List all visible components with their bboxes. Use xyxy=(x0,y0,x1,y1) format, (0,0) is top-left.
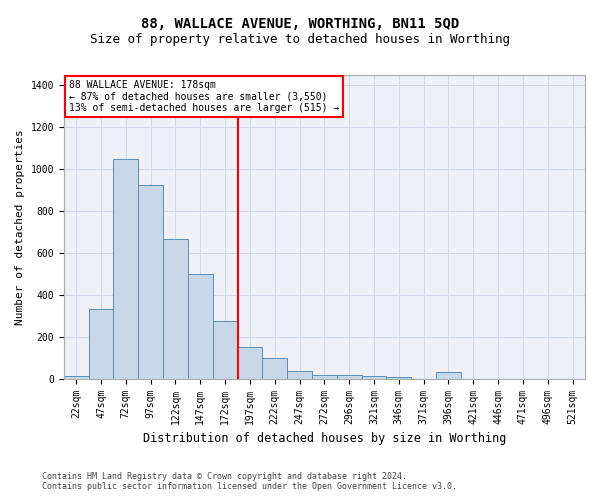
Text: Contains public sector information licensed under the Open Government Licence v3: Contains public sector information licen… xyxy=(42,482,457,491)
Bar xyxy=(238,348,262,378)
Text: 88, WALLACE AVENUE, WORTHING, BN11 5QD: 88, WALLACE AVENUE, WORTHING, BN11 5QD xyxy=(141,18,459,32)
Bar xyxy=(188,274,212,378)
Bar xyxy=(212,321,238,378)
Bar xyxy=(262,358,287,378)
Bar xyxy=(337,375,362,378)
Bar xyxy=(163,240,188,378)
X-axis label: Distribution of detached houses by size in Worthing: Distribution of detached houses by size … xyxy=(143,432,506,445)
Bar xyxy=(89,308,113,378)
Bar xyxy=(138,185,163,378)
Bar xyxy=(436,372,461,378)
Text: Contains HM Land Registry data © Crown copyright and database right 2024.: Contains HM Land Registry data © Crown c… xyxy=(42,472,407,481)
Bar xyxy=(287,372,312,378)
Bar xyxy=(113,159,138,378)
Bar xyxy=(312,375,337,378)
Bar xyxy=(362,376,386,378)
Bar xyxy=(64,376,89,378)
Y-axis label: Number of detached properties: Number of detached properties xyxy=(15,129,25,324)
Text: Size of property relative to detached houses in Worthing: Size of property relative to detached ho… xyxy=(90,32,510,46)
Bar xyxy=(386,376,411,378)
Text: 88 WALLACE AVENUE: 178sqm
← 87% of detached houses are smaller (3,550)
13% of se: 88 WALLACE AVENUE: 178sqm ← 87% of detac… xyxy=(69,80,339,113)
